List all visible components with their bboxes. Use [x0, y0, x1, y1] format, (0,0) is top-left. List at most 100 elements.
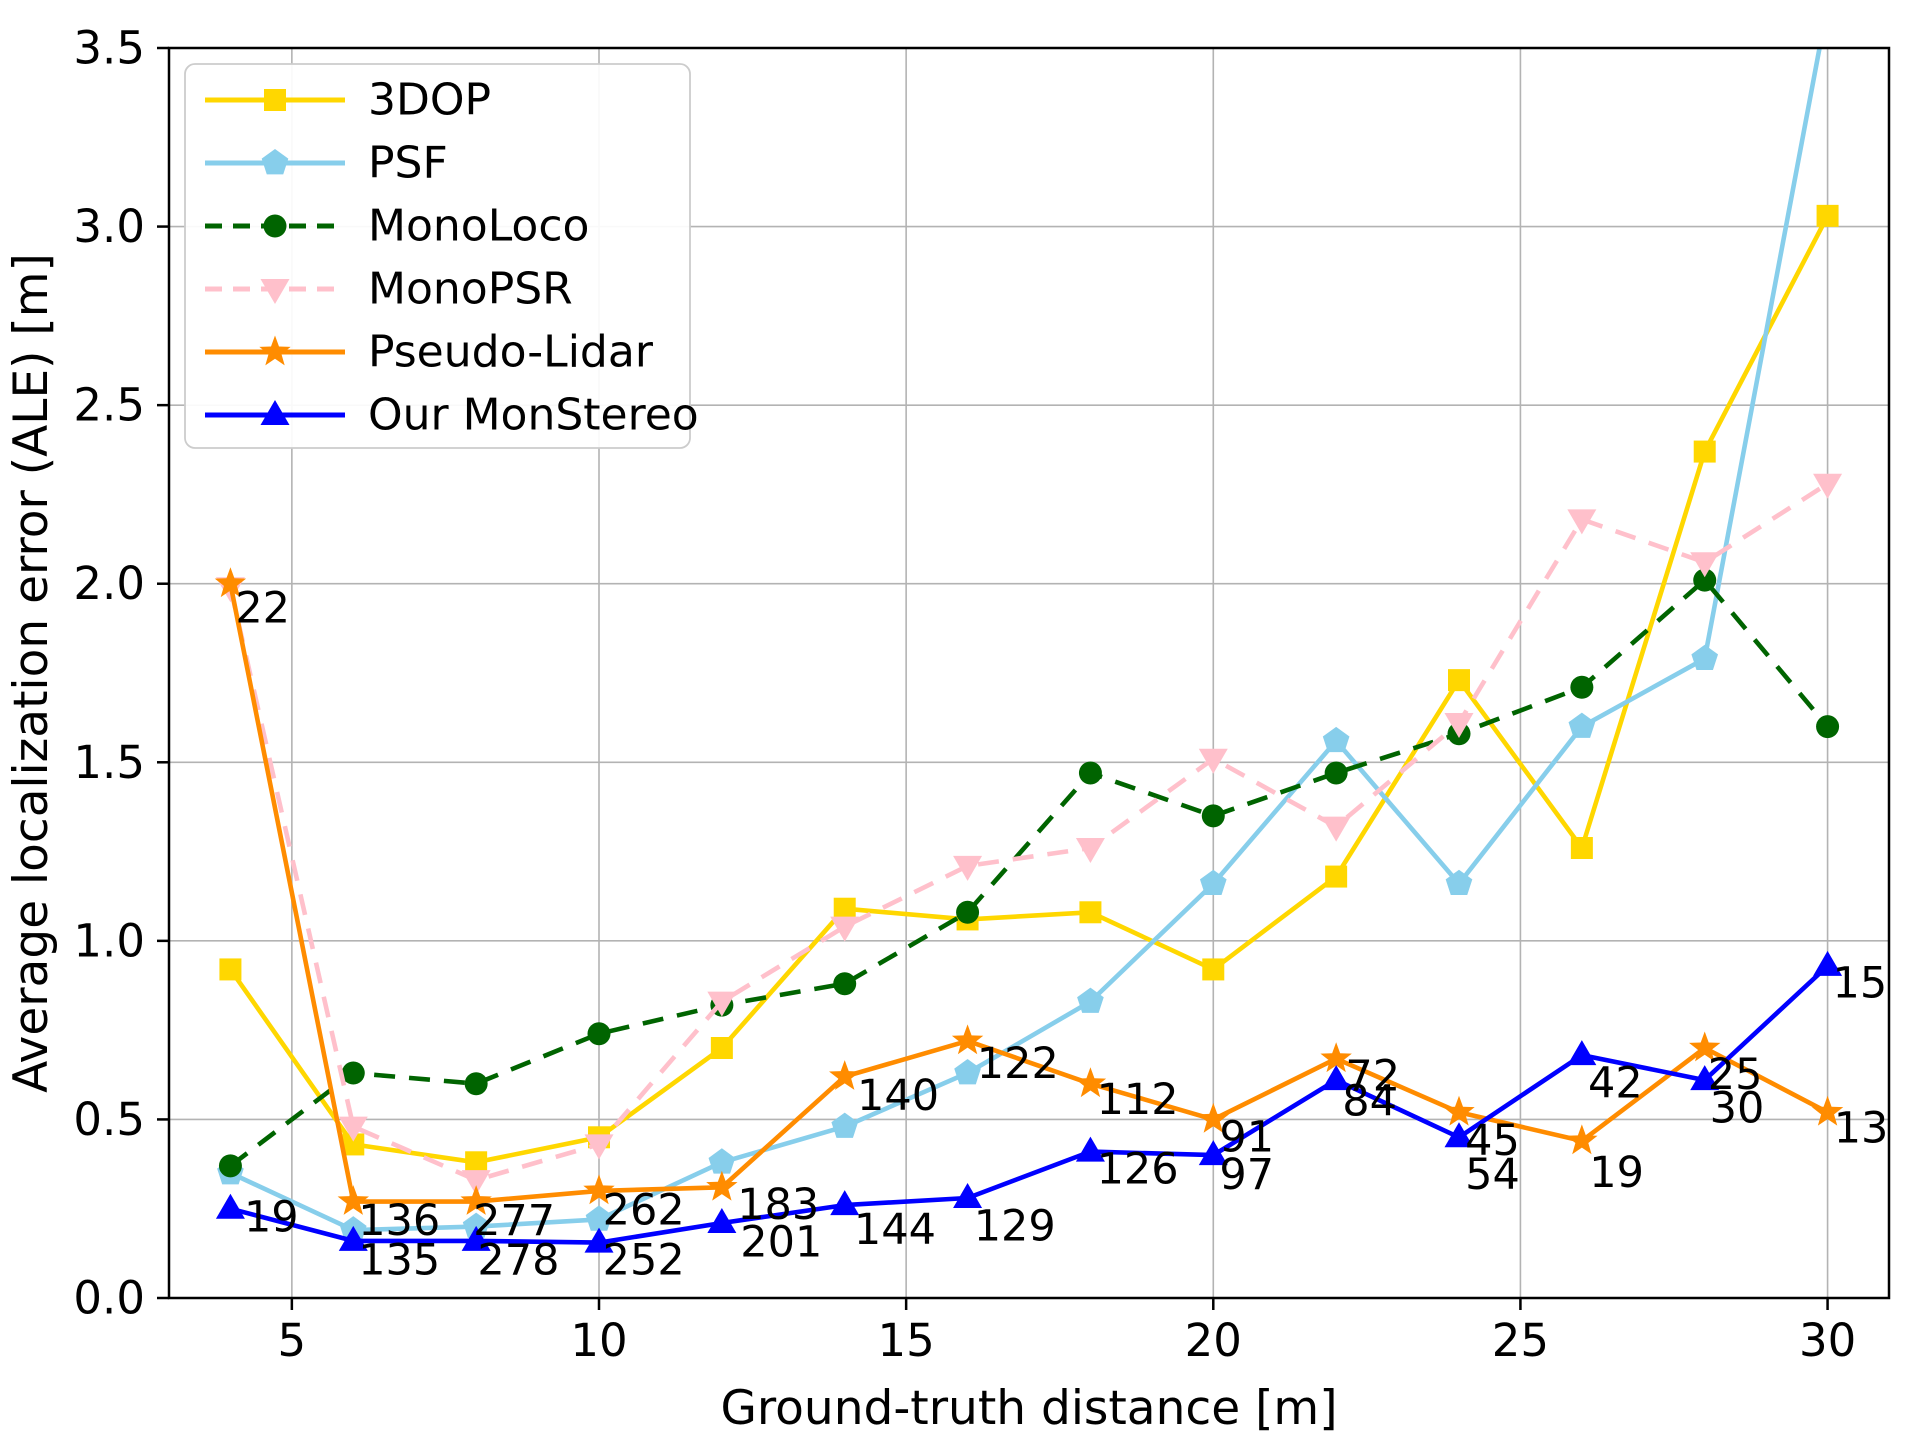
pentagon-marker — [1445, 869, 1473, 896]
count-annotation: 140 — [857, 1071, 939, 1121]
star-marker — [1320, 1042, 1352, 1073]
square-marker — [219, 958, 242, 981]
legend-entry-psf: PSF — [205, 138, 448, 189]
circle-marker — [1201, 804, 1225, 828]
star-marker — [259, 335, 291, 366]
count-annotation: 97 — [1219, 1150, 1274, 1200]
legend: 3DOP PSF MonoLoco MonoPSR Pseudo-Lidar Our Mo… — [184, 63, 699, 449]
pentagon-marker — [1322, 726, 1350, 753]
count-annotation: 135 — [358, 1236, 440, 1286]
pentagon-marker — [708, 1148, 736, 1174]
count-annotation: 25 — [1708, 1050, 1763, 1100]
triangle-down-marker — [1321, 816, 1351, 842]
triangle-down-marker — [461, 1170, 491, 1196]
circle-marker — [833, 972, 857, 996]
count-annotation: 126 — [1097, 1144, 1179, 1194]
circle-marker — [263, 214, 287, 238]
square-marker — [1570, 837, 1593, 859]
y-tick-label: 2.5 — [73, 379, 145, 432]
series-line — [228, 214, 1830, 1165]
legend-entry-pseudo-lidar: Pseudo-Lidar — [205, 327, 654, 378]
count-annotation: 91 — [1219, 1112, 1274, 1162]
count-annotation: 54 — [1465, 1150, 1520, 1200]
count-annotation: 45 — [1465, 1116, 1520, 1166]
series-layer — [214, 0, 1844, 1253]
count-annotation: 136 — [358, 1196, 440, 1246]
circle-marker — [587, 1022, 611, 1046]
circle-marker — [956, 900, 980, 924]
pentagon-marker — [1691, 644, 1719, 671]
triangle-up-marker — [461, 1225, 491, 1251]
legend-label: PSF — [368, 138, 448, 189]
count-annotation: 262 — [603, 1186, 685, 1236]
legend-label: MonoPSR — [368, 264, 573, 315]
axes-layer: 5 10 15 20 25 300.00.51.01.52.02.53.03.5 — [73, 22, 1891, 1367]
circle-marker — [1324, 761, 1348, 785]
square-marker — [465, 1151, 488, 1174]
y-tick-label: 2.0 — [73, 557, 145, 610]
count-annotation: 277 — [473, 1196, 555, 1246]
square-marker — [710, 1037, 733, 1059]
count-annotation: 112 — [1097, 1075, 1179, 1125]
legend-entry-our-monstereo: Our MonStereo — [205, 390, 699, 441]
square-marker — [1079, 901, 1102, 924]
pentagon-marker — [462, 1212, 490, 1238]
triangle-down-marker — [707, 991, 737, 1017]
legend-label: 3DOP — [368, 75, 491, 126]
x-tick-label: 20 — [1185, 1314, 1242, 1367]
square-marker — [1816, 204, 1839, 227]
triangle-up-marker — [215, 1193, 245, 1219]
legend-label: MonoLoco — [368, 201, 589, 252]
pentagon-marker — [261, 149, 289, 175]
triangle-up-marker — [1813, 950, 1843, 976]
star-marker — [1811, 1095, 1844, 1126]
triangle-down-marker — [830, 916, 860, 942]
square-marker — [833, 897, 856, 920]
x-tick-label: 10 — [570, 1314, 627, 1367]
count-annotation: 42 — [1588, 1059, 1643, 1109]
legend-label: Pseudo-Lidar — [368, 327, 654, 378]
star-marker — [1443, 1095, 1475, 1126]
triangle-down-marker — [1813, 473, 1843, 499]
star-marker — [1566, 1124, 1598, 1155]
legend-entry-3dop: 3DOP — [205, 75, 491, 126]
y-tick-label: 3.0 — [73, 200, 145, 253]
y-tick-label: 0.0 — [73, 1272, 145, 1325]
circle-marker — [1078, 761, 1102, 785]
x-axis-label: Ground-truth distance [m] — [720, 1381, 1337, 1436]
y-axis-label: Average localization error (ALE) [m] — [4, 253, 59, 1093]
series-line — [229, 577, 1830, 1168]
square-marker — [342, 1133, 365, 1156]
y-tick-label: 3.5 — [73, 22, 145, 75]
triangle-up-marker — [953, 1183, 983, 1208]
pentagon-marker — [1814, 0, 1841, 16]
y-tick-label: 1.5 — [73, 736, 145, 789]
legend-entry-monopsr: MonoPSR — [205, 264, 573, 315]
x-tick-label: 25 — [1492, 1314, 1549, 1367]
pentagon-marker — [954, 1059, 981, 1085]
pentagon-marker — [1077, 987, 1104, 1013]
x-tick-label: 30 — [1799, 1314, 1856, 1367]
square-marker — [1448, 669, 1470, 692]
star-marker — [706, 1170, 738, 1201]
triangle-up-marker — [830, 1190, 860, 1216]
count-annotation: 129 — [974, 1202, 1056, 1252]
square-marker — [1693, 440, 1716, 463]
x-tick-label: 15 — [878, 1314, 935, 1367]
triangle-down-marker — [1075, 838, 1105, 863]
series-line — [228, 583, 1829, 1204]
triangle-down-marker — [584, 1134, 614, 1160]
count-annotation: 30 — [1710, 1084, 1765, 1134]
pentagon-marker — [1199, 869, 1227, 896]
star-marker — [1689, 1031, 1721, 1062]
triangle-up-marker — [1690, 1065, 1720, 1091]
count-annotation: 13 — [1834, 1103, 1889, 1153]
count-annotation: 19 — [1589, 1148, 1644, 1198]
series-monopsr — [215, 473, 1843, 1196]
count-annotation: 22 — [235, 584, 290, 634]
legend-label: Our MonStereo — [368, 390, 699, 441]
square-marker — [1325, 865, 1348, 888]
count-annotation: 15 — [1832, 959, 1887, 1009]
